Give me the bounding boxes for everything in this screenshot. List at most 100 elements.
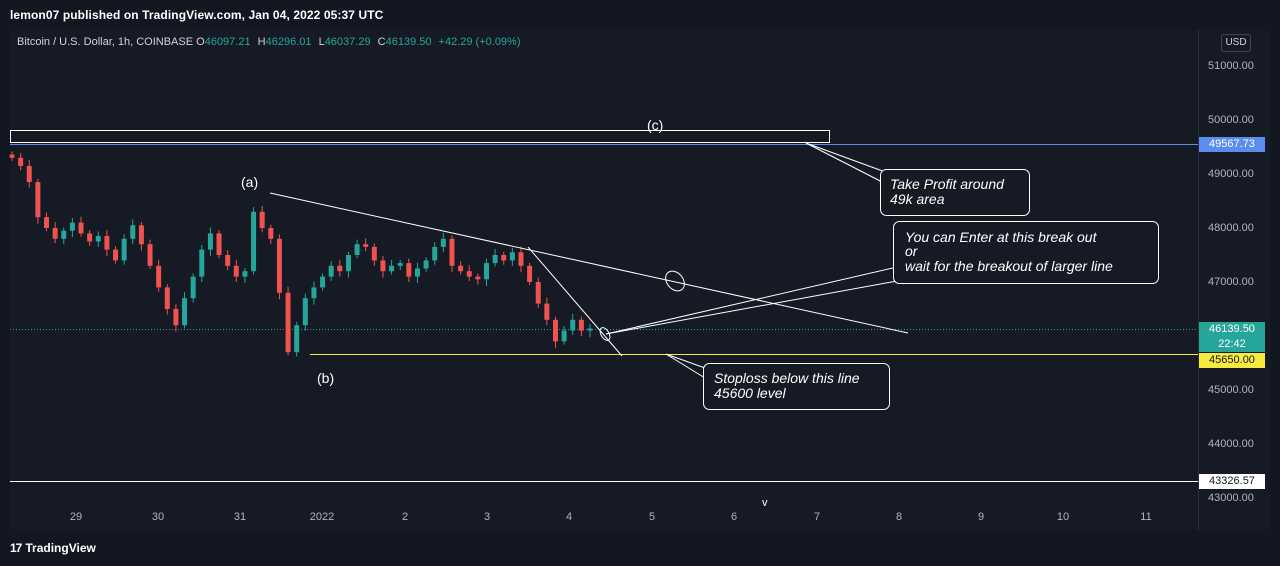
tp-note-line2: 49k area [890,191,945,207]
candle-body [225,255,231,266]
candle-body [552,319,558,342]
candle-body [207,233,213,250]
candle-body [483,263,489,280]
candle-body [199,249,205,277]
footer [0,531,1280,566]
candle-body [78,222,84,234]
candle-body [449,238,455,266]
low-value: 46037.29 [324,36,371,48]
x-tick: 2 [401,511,409,523]
enter-note-line2: or [905,243,919,259]
wave-a-label: (a) [241,174,258,190]
x-tick: 10 [1056,511,1070,523]
candle-body [61,230,67,239]
y-tick: 43000.00 [1208,492,1254,504]
candle-body [242,271,248,277]
candle-body [147,244,153,266]
tp-note-line1: Take Profit around [890,176,1005,192]
candle-body [268,228,274,239]
currency-button[interactable]: USD [1221,34,1251,52]
price-countdown: 22:42 [1199,337,1265,352]
candle-body [104,236,110,250]
candle-body [311,287,317,299]
candle-body [156,265,162,288]
candle-body [466,271,472,277]
candle-body [285,292,291,353]
publish-info: lemon07 published on TradingView.com, Ja… [10,8,384,22]
target-zone-rect[interactable] [10,130,830,143]
high-value: 46296.01 [265,36,312,48]
y-tick: 48000.00 [1208,222,1254,234]
tp-callout-line-1 [805,142,889,174]
y-tick: 51000.00 [1208,60,1254,72]
large-trendline[interactable] [269,192,909,334]
symbol-legend[interactable]: Bitcoin / U.S. Dollar, 1h, COINBASE O 460… [17,36,521,48]
candle-body [302,298,308,326]
candle-body [501,255,507,261]
price-label-stoploss: 45650.00 [1199,353,1265,368]
y-tick: 45000.00 [1208,384,1254,396]
candle-body [406,263,412,277]
low-label: L [318,36,325,48]
candle-body [44,217,50,228]
wave-c-label: (c) [647,117,663,133]
y-tick: 50000.00 [1208,114,1254,126]
candle-body [354,244,360,255]
take-profit-callout[interactable] [880,169,1030,216]
candle-body [9,154,15,158]
candle-body [509,252,515,261]
candle-body [328,265,334,277]
enter-callout-line-2 [605,266,898,335]
small-trendline[interactable] [527,246,623,357]
open-label: O [196,36,205,48]
price-label-support: 43326.57 [1199,474,1265,489]
candle-body [18,157,24,166]
candle-body [26,165,32,183]
x-tick: 2022 [309,511,335,523]
price-axis-divider [1198,30,1199,530]
candle-body [587,328,593,331]
price-label-current: 46139.50 [1199,322,1265,337]
high-label: H [257,36,266,48]
candle-body [371,246,377,261]
enter-callout[interactable] [893,221,1159,284]
x-tick: 5 [648,511,656,523]
candle-body [130,225,136,239]
candle-body [233,265,239,277]
candle-body [164,287,170,309]
candle-body [527,265,533,282]
symbol-name: Bitcoin / U.S. Dollar, 1h, COINBASE [17,36,194,48]
tradingview-logo-icon: 17 [10,541,22,555]
candle-body [578,319,584,331]
candle-body [535,282,541,304]
tradingview-logo[interactable]: 17 TradingView [10,541,96,555]
breakout-ellipse-large[interactable] [662,267,688,294]
sl-note-line1: Stoploss below this line [714,370,860,386]
candle-body [432,246,438,261]
candle-body [363,244,369,247]
x-tick: 7 [813,511,821,523]
candle-body [423,260,429,269]
candle-body [397,263,403,266]
y-tick: 47000.00 [1208,276,1254,288]
y-tick: 49000.00 [1208,168,1254,180]
tp-callout-line-2 [805,142,889,186]
sl-callout-line-1 [665,353,706,369]
candle-body [518,252,524,266]
candle-body [294,325,300,353]
breakout-ellipse-small[interactable] [598,326,612,342]
candle-body [259,211,265,228]
candle-body [251,211,257,272]
y-tick: 44000.00 [1208,438,1254,450]
candle-body [380,260,386,272]
candle-body [113,249,119,261]
cut-label: v [762,497,768,509]
x-tick: 3 [483,511,491,523]
candle-body [492,255,498,264]
x-tick: 30 [151,511,165,523]
candle-body [95,236,101,242]
candle-body [475,276,481,280]
candle-body [216,233,222,255]
stoploss-callout[interactable] [703,363,890,410]
